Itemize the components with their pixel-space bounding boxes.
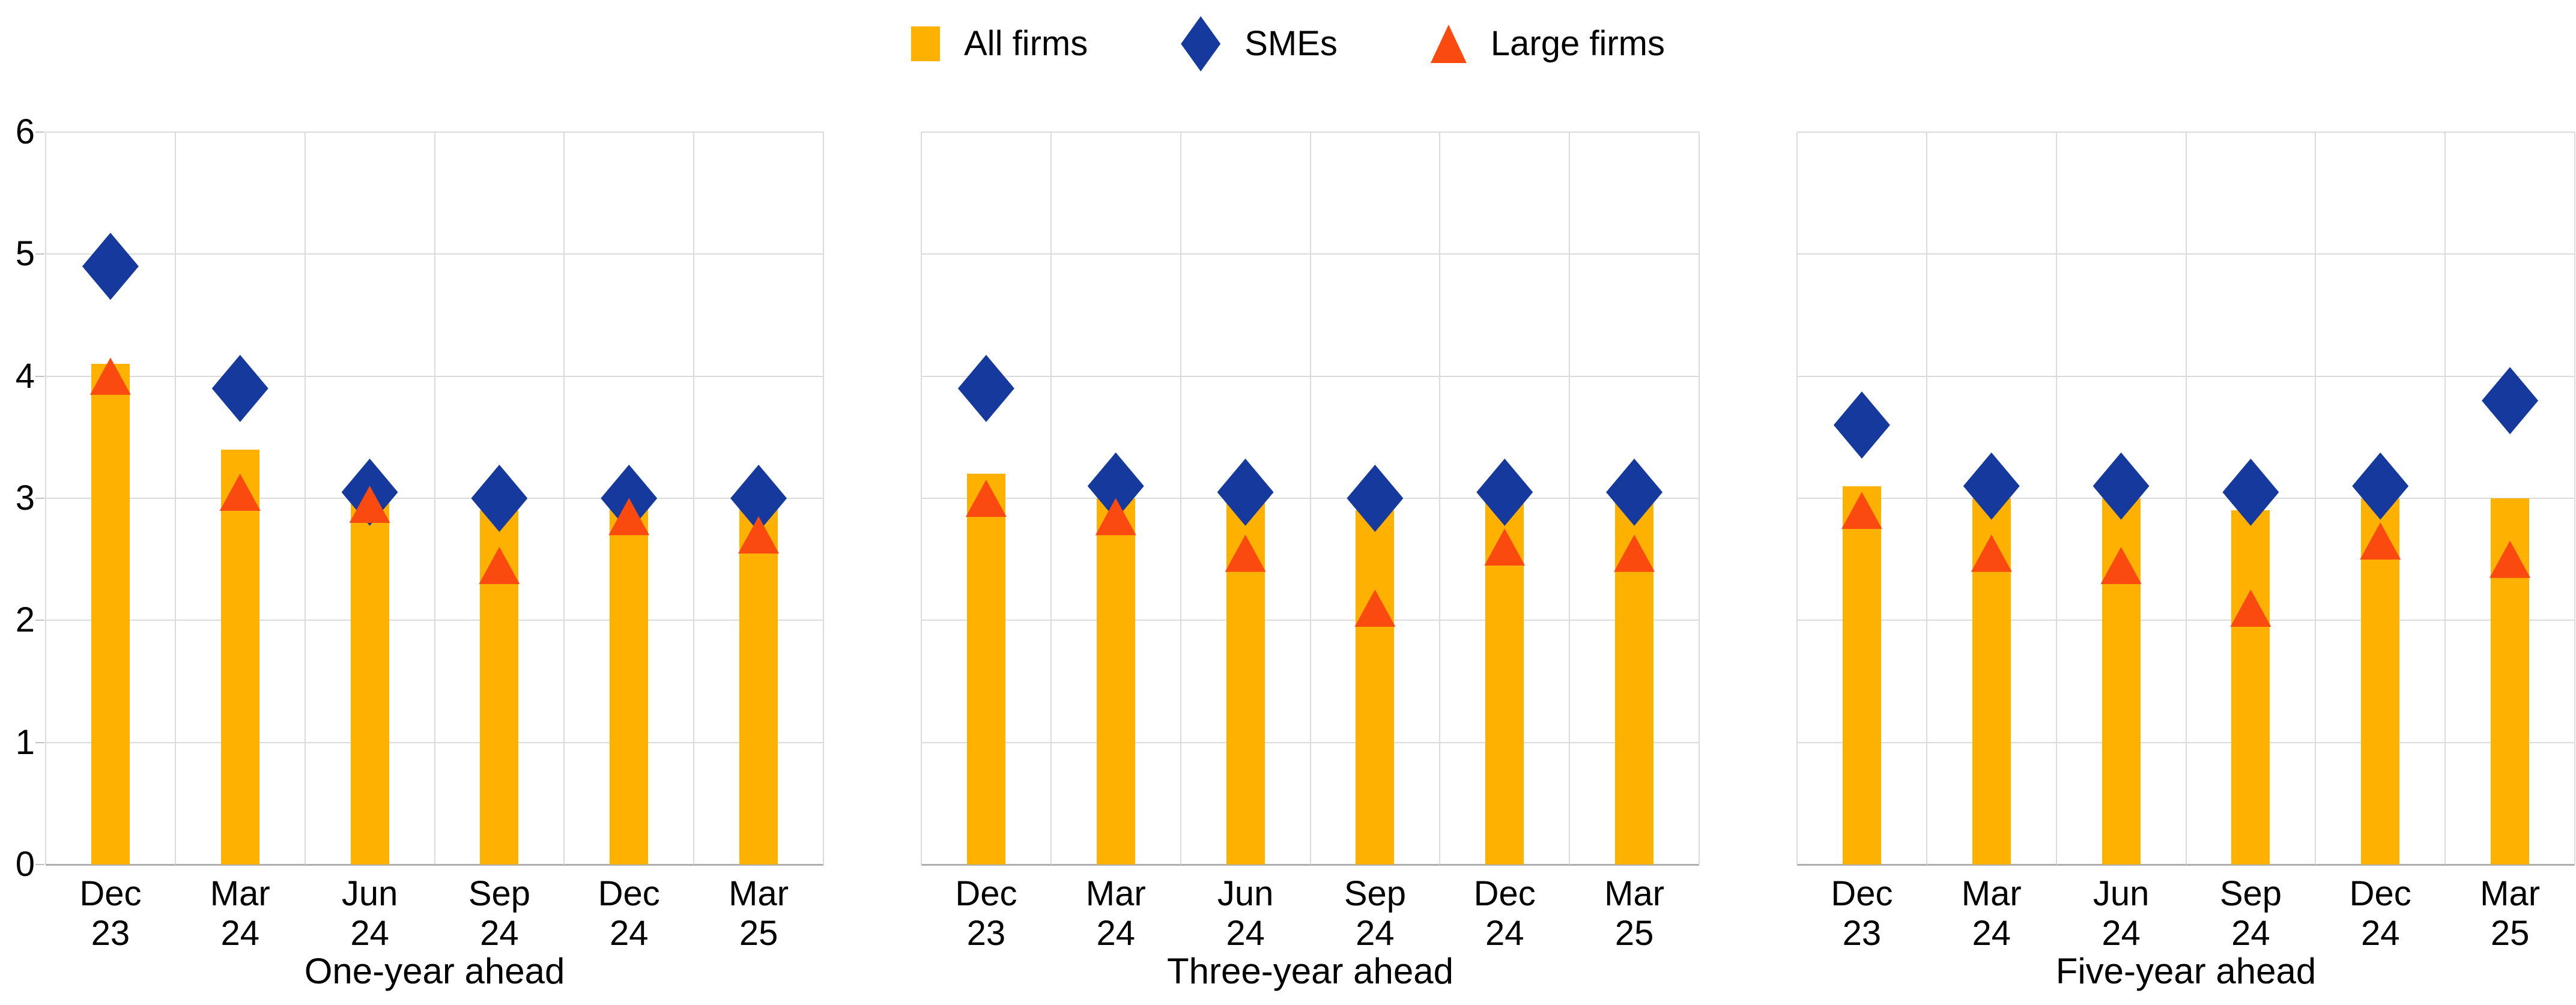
panel-three-year-ahead: Three-year ahead Dec 23 Mar 24 Jun 24 Sep 24 Dec… <box>921 131 1700 1005</box>
sme-diamond-marker <box>82 232 139 300</box>
gridline <box>434 132 435 865</box>
triangle-icon <box>1430 25 1467 63</box>
x-tick-label: Dec 23 <box>955 874 1017 953</box>
legend-label-all-firms: All firms <box>964 24 1088 63</box>
x-tick-label: Mar 24 <box>210 874 270 953</box>
square-icon <box>911 26 940 61</box>
gridline <box>1180 132 1181 865</box>
legend-item-large-firms: Large firms <box>1430 24 1665 63</box>
diamond-icon <box>1181 16 1221 71</box>
gridline <box>2574 132 2575 865</box>
plot-area-one-year <box>35 131 824 866</box>
bar-all-firms <box>2231 510 2270 865</box>
bar-all-firms <box>350 498 389 865</box>
gridline <box>2055 132 2057 865</box>
x-tick-label: Jun 24 <box>1217 874 1274 953</box>
gridline <box>921 132 922 865</box>
gridline <box>1699 132 1700 865</box>
axis-title-one-year: One-year ahead <box>304 951 565 991</box>
gridline <box>823 132 824 865</box>
y-tick <box>35 498 44 499</box>
sme-diamond-marker <box>957 355 1014 422</box>
bar-all-firms <box>739 504 778 865</box>
x-tick-label: Dec 23 <box>79 874 142 953</box>
y-tick-label: 6 <box>15 112 35 151</box>
gridline <box>1926 132 1927 865</box>
panel-one-year-ahead: One-year ahead Dec 23 Mar 24 Jun 24 Sep 24 Dec 24… <box>35 131 824 1005</box>
y-tick-label: 3 <box>15 478 35 518</box>
gridline <box>1569 132 1571 865</box>
x-tick-label: Mar 25 <box>729 874 789 953</box>
y-tick <box>35 375 44 377</box>
legend-item-all-firms: All firms <box>911 26 1088 61</box>
gridline <box>304 132 306 865</box>
sme-diamond-marker <box>211 355 268 422</box>
gridline <box>693 132 695 865</box>
x-tick-label: Sep 24 <box>468 874 531 953</box>
x-tick-label: Mar 25 <box>1604 874 1665 953</box>
y-tick <box>35 741 44 743</box>
x-axis-line <box>921 864 1699 866</box>
plot-area-three-year <box>921 131 1700 866</box>
x-tick-label: Mar 24 <box>1085 874 1146 953</box>
legend-label-large-firms: Large firms <box>1490 24 1665 63</box>
x-tick-label: Dec 24 <box>2349 874 2411 953</box>
gridline <box>2315 132 2317 865</box>
x-tick-label: Dec 24 <box>598 874 660 953</box>
y-tick <box>35 864 44 865</box>
axis-title-three-year: Three-year ahead <box>1167 951 1453 991</box>
x-axis-line <box>1797 864 2575 866</box>
gridline <box>2444 132 2446 865</box>
bar-all-firms <box>1356 510 1395 865</box>
plot-area-five-year <box>1796 131 2575 866</box>
y-axis-labels: 0 1 2 3 4 5 6 <box>0 115 35 882</box>
x-tick-label: Sep 24 <box>1344 874 1407 953</box>
sme-diamond-marker <box>2482 367 2539 435</box>
x-tick-label: Sep 24 <box>2219 874 2282 953</box>
x-tick-label: Dec 23 <box>1831 874 1893 953</box>
y-tick <box>35 620 44 621</box>
y-tick-label: 1 <box>15 722 35 762</box>
bar-all-firms <box>220 449 259 865</box>
axis-title-five-year: Five-year ahead <box>2055 951 2317 991</box>
bar-all-firms <box>1096 498 1135 865</box>
gridline <box>1309 132 1311 865</box>
sme-diamond-marker <box>1833 391 1890 459</box>
y-tick-label: 2 <box>15 600 35 640</box>
y-tick <box>35 253 44 255</box>
legend: All firms SMEs Large firms <box>0 11 2576 77</box>
panel-five-year-ahead: Five-year ahead Dec 23 Mar 24 Jun 24 Sep 24 Dec 2… <box>1796 131 2575 1005</box>
bar-all-firms <box>610 504 649 865</box>
gridline <box>1796 132 1798 865</box>
gridline <box>1050 132 1052 865</box>
x-tick-label: Mar 25 <box>2480 874 2541 953</box>
gridline <box>174 132 176 865</box>
legend-label-smes: SMEs <box>1244 24 1338 63</box>
x-tick-label: Mar 24 <box>1961 874 2022 953</box>
y-tick <box>35 131 44 133</box>
x-tick-label: Jun 24 <box>2093 874 2150 953</box>
y-tick-label: 5 <box>15 234 35 274</box>
x-axis-line <box>46 864 823 866</box>
y-tick-label: 0 <box>15 845 35 884</box>
bar-all-firms <box>91 364 130 865</box>
legend-item-smes: SMEs <box>1181 16 1338 71</box>
gridline <box>1439 132 1441 865</box>
x-tick-label: Jun 24 <box>341 874 398 953</box>
gridline <box>2185 132 2187 865</box>
gridline <box>45 132 46 865</box>
y-tick-label: 4 <box>15 356 35 396</box>
gridline <box>563 132 565 865</box>
x-tick-label: Dec 24 <box>1473 874 1536 953</box>
bar-all-firms <box>1842 486 1881 865</box>
bar-all-firms <box>966 474 1005 865</box>
